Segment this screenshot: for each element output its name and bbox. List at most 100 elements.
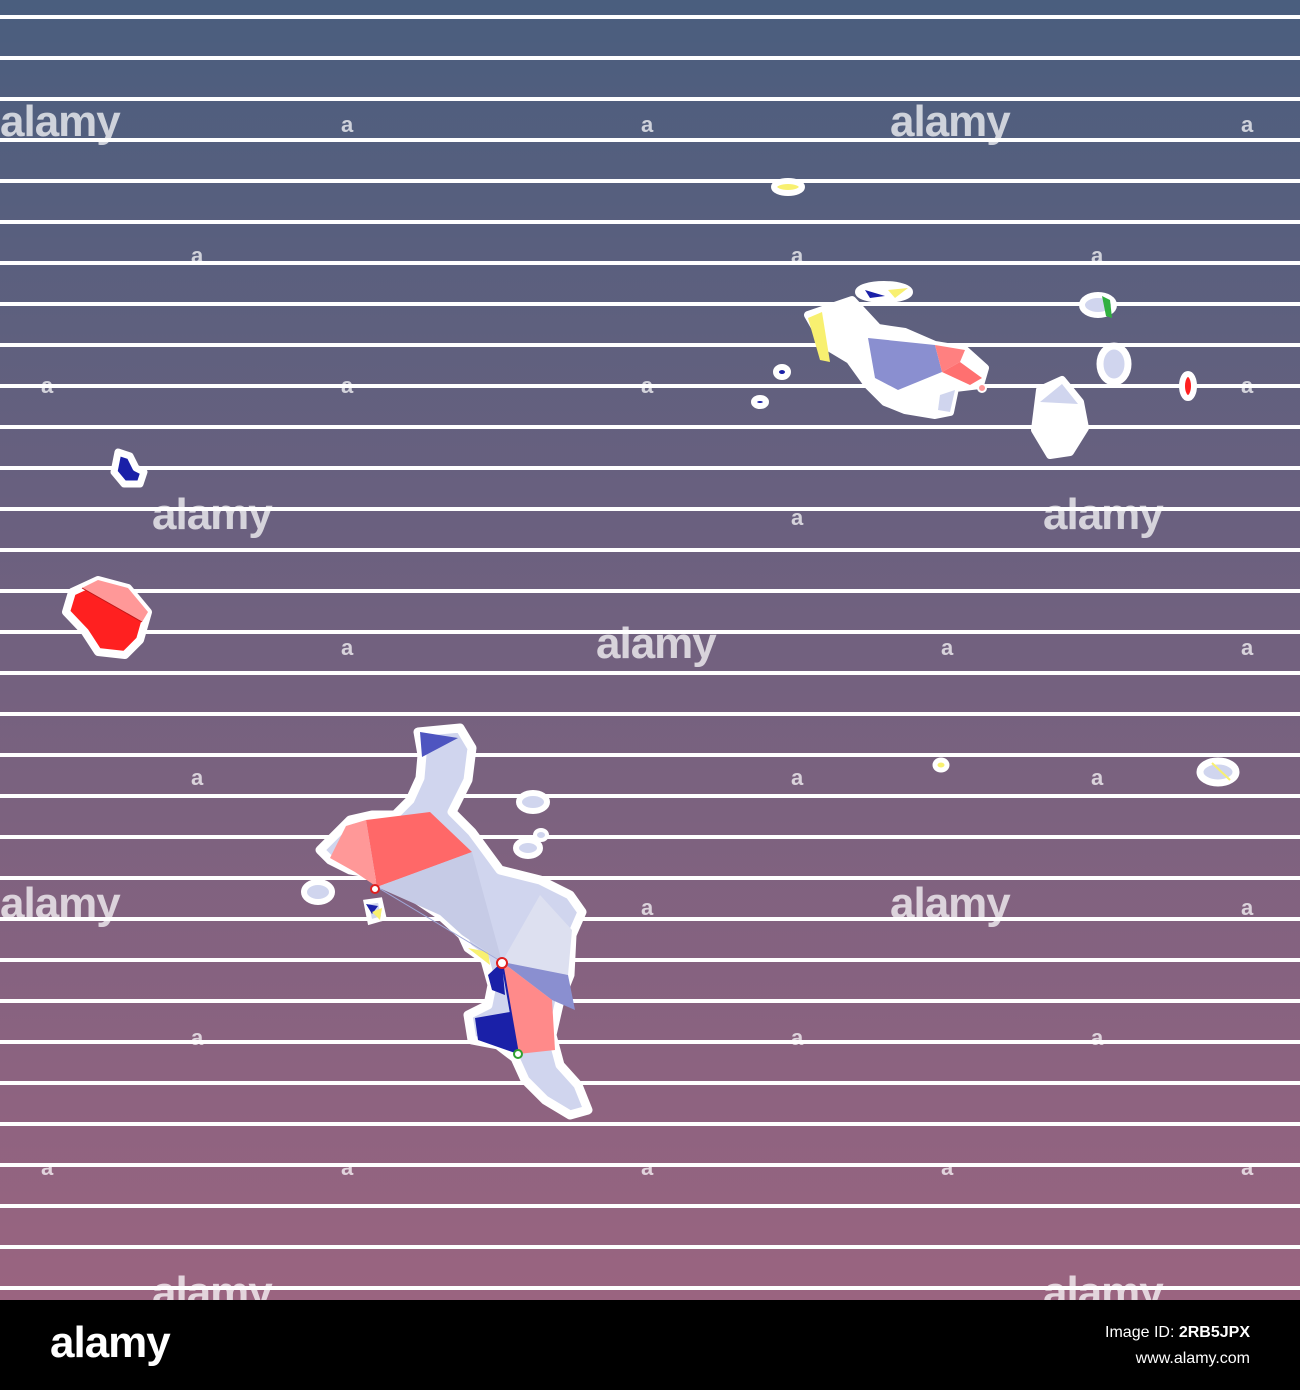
watermark-mark: a	[1241, 112, 1254, 137]
stripe-line	[0, 1286, 1300, 1290]
islet-moyenne	[533, 828, 549, 842]
image-id-value: 2RB5JPX	[1178, 1324, 1250, 1341]
islet-west	[301, 879, 335, 905]
stripe-line	[0, 876, 1300, 880]
watermark-mark: a	[1091, 1025, 1104, 1050]
stripe-line	[0, 548, 1300, 552]
stripe-line	[0, 261, 1300, 265]
stripe-line	[0, 589, 1300, 593]
islet-cerf	[513, 837, 543, 859]
stripe-line	[0, 1040, 1300, 1044]
stripe-line	[0, 56, 1300, 60]
watermark-mark: a	[341, 1155, 354, 1180]
mahe-north-triangle	[420, 732, 458, 757]
watermark-text: alamy	[890, 97, 1011, 146]
stripe-line	[0, 671, 1300, 675]
horizontal-stripes	[0, 15, 1300, 1290]
watermark-text: alamy	[596, 619, 717, 668]
mahe-yellow-sliver	[468, 948, 490, 965]
watermark-mark: a	[1091, 765, 1104, 790]
image-id-label: Image ID:	[1105, 1324, 1175, 1341]
island-mahe	[315, 723, 593, 1120]
islet-blue-2	[751, 395, 769, 409]
stripe-line	[0, 466, 1300, 470]
island-north-yellow	[771, 178, 805, 196]
stripe-line	[0, 712, 1300, 716]
footer-logo: alamy	[50, 1318, 171, 1367]
stripe-line	[0, 794, 1300, 798]
mahe-dark-sector	[475, 1012, 518, 1054]
image-id-line: Image ID: 2RB5JPX	[1105, 1320, 1250, 1346]
praslin-red-tip	[942, 362, 982, 385]
footer-bar: alamy Image ID: 2RB5JPX www.alamy.com	[0, 1300, 1300, 1390]
map-canvas: alamy alamy alamy alamy alamy alamy alam…	[0, 0, 1300, 1300]
stripe-line	[0, 507, 1300, 511]
mahe-satellite-islands	[301, 790, 550, 926]
stripe-line	[0, 630, 1300, 634]
stripe-line	[0, 425, 1300, 429]
stripe-line	[0, 958, 1300, 962]
islet-yellow-southeast	[932, 757, 950, 773]
site-url: www.alamy.com	[1135, 1350, 1250, 1367]
watermark-text: alamy	[152, 1268, 273, 1300]
watermark-text: alamy	[1043, 490, 1164, 539]
stripe-line	[0, 138, 1300, 142]
watermark-text: alamy	[1043, 1268, 1164, 1300]
stripe-line	[0, 343, 1300, 347]
watermark-mark: a	[791, 243, 804, 268]
stripe-line	[0, 1163, 1300, 1167]
mahe-pink-sector	[330, 820, 377, 887]
watermark-mark: a	[641, 895, 654, 920]
stripe-line	[0, 999, 1300, 1003]
stripe-line	[0, 1122, 1300, 1126]
watermark-mark: a	[1241, 373, 1254, 398]
watermark-mark: a	[41, 1155, 54, 1180]
watermark-mark: a	[1241, 1155, 1254, 1180]
praslin-blue-sector	[868, 338, 942, 390]
stripe-line	[0, 384, 1300, 388]
watermark-mark: a	[341, 373, 354, 398]
northwest-point-marker	[370, 884, 380, 894]
mahe-dark-notch	[488, 962, 505, 995]
watermark-mark: a	[41, 373, 54, 398]
praslin-salmon-sector	[935, 345, 965, 372]
watermark-mark: a	[641, 373, 654, 398]
praslin-yellow-strip	[808, 312, 830, 362]
island-felicite	[1096, 342, 1132, 386]
watermark-mark: a	[191, 765, 204, 790]
watermark-mark: a	[791, 505, 804, 530]
watermark-mark: a	[191, 243, 204, 268]
mahe-red-sector	[366, 812, 472, 887]
stripe-line	[0, 97, 1300, 101]
stripe-line	[0, 1204, 1300, 1208]
watermark-mark: a	[341, 635, 354, 660]
stripe-line	[0, 753, 1300, 757]
watermark-mark: a	[641, 112, 654, 137]
islet-blue-1	[773, 364, 791, 380]
watermark-mark: a	[941, 1155, 954, 1180]
stripe-line	[0, 1245, 1300, 1249]
watermark-mark: a	[341, 112, 354, 137]
island-east-red	[1179, 371, 1197, 401]
island-far-east	[1196, 757, 1240, 787]
watermark-mark: a	[1091, 243, 1104, 268]
mahe-mid-blue-sector	[502, 962, 575, 1010]
watermark-text: alamy	[152, 490, 273, 539]
island-praslin	[804, 281, 989, 419]
stripe-line	[0, 179, 1300, 183]
mahe-salmon-sector	[502, 962, 555, 1054]
islet-ste-anne	[516, 790, 550, 814]
stripe-line	[0, 15, 1300, 19]
island-north-isle	[110, 448, 148, 488]
seychelles-map	[0, 0, 1300, 1300]
watermark-text: alamy	[0, 97, 121, 146]
island-silhouette-group	[62, 448, 152, 659]
watermark-mark: a	[641, 1155, 654, 1180]
mahe-east-sector	[502, 895, 572, 975]
watermark-mark: a	[191, 1025, 204, 1050]
victoria-point-marker	[496, 957, 508, 969]
stripe-line	[0, 1081, 1300, 1085]
watermark-mark: a	[941, 635, 954, 660]
stripe-line	[0, 302, 1300, 306]
south-point-marker	[513, 1049, 523, 1059]
